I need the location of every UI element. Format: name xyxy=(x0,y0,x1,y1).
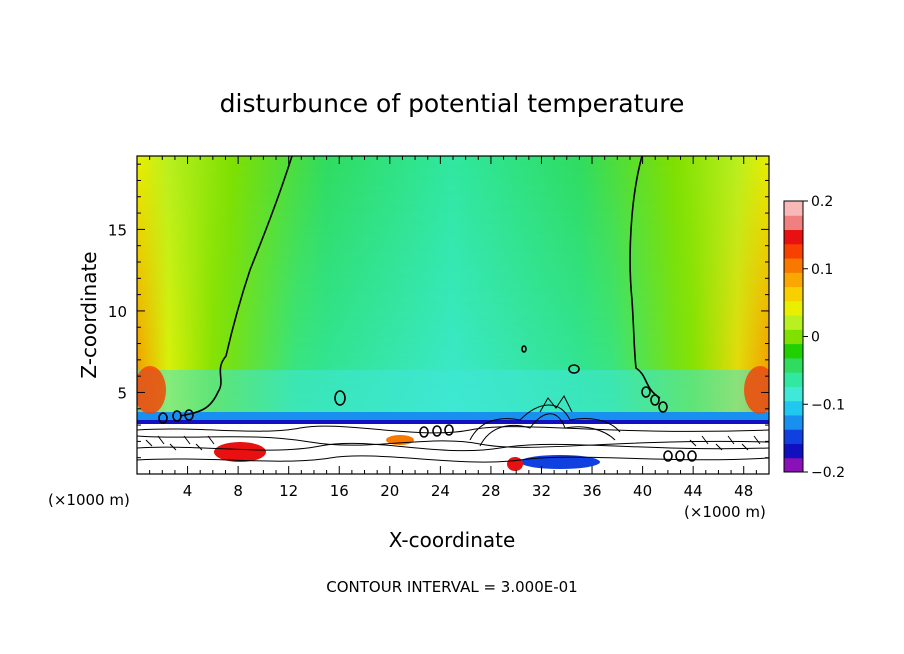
field-dark-band xyxy=(137,420,769,424)
x-tick-label: 24 xyxy=(431,482,450,500)
colorbar-swatch xyxy=(784,243,803,259)
field-hot-spot-low xyxy=(214,442,266,462)
x-tick-label: 28 xyxy=(481,482,500,500)
contour-loop xyxy=(334,390,346,406)
x-unit-left: (×1000 m) xyxy=(48,491,130,509)
contour-loop xyxy=(663,450,673,462)
x-tick-label: 32 xyxy=(532,482,551,500)
surface-contour xyxy=(539,395,573,413)
colorbar-swatch xyxy=(784,457,803,473)
contour-loop xyxy=(419,426,429,438)
x-tick-label: 8 xyxy=(233,482,243,500)
color-field xyxy=(137,156,769,474)
x-tick-label: 36 xyxy=(582,482,601,500)
zero-contour-left xyxy=(179,156,293,417)
colorbar-swatch xyxy=(784,372,803,387)
colorbar xyxy=(783,200,804,473)
contour-loop xyxy=(444,424,454,436)
zero-contour-right xyxy=(629,156,661,399)
contour-loop xyxy=(650,394,660,406)
field-warm-left xyxy=(137,366,166,414)
colorbar-swatch xyxy=(784,201,803,216)
colorbar-swatch xyxy=(784,357,803,373)
field-warm-right xyxy=(744,366,769,414)
colorbar-swatch xyxy=(784,215,803,231)
contour-loop xyxy=(521,345,527,353)
y-tick-label: 15 xyxy=(108,221,127,239)
colorbar-swatch xyxy=(784,400,803,416)
colorbar-swatch xyxy=(784,300,803,316)
colorbar-swatch xyxy=(784,286,803,302)
field-blue-band xyxy=(137,412,769,422)
contour-loop xyxy=(658,401,668,413)
surface-contour xyxy=(137,425,769,434)
y-tick-label: 5 xyxy=(117,384,127,402)
contour-loop xyxy=(641,386,651,398)
colorbar-swatch xyxy=(784,429,803,444)
surface-contour xyxy=(145,435,761,451)
colorbar-swatch xyxy=(784,315,803,330)
colorbar-swatch xyxy=(784,229,803,245)
contour-loop xyxy=(432,425,442,437)
x-tick-label: 48 xyxy=(734,482,753,500)
colorbar-swatch xyxy=(784,329,803,345)
contour-loop xyxy=(675,450,685,462)
chart-title: disturbunce of potential temperature xyxy=(220,89,685,118)
contour-loop xyxy=(158,412,168,424)
colorbar-tick-label: 0.2 xyxy=(811,194,833,210)
x-axis-label: X-coordinate xyxy=(389,528,516,552)
colorbar-swatch xyxy=(784,258,803,273)
contour-loop xyxy=(172,410,182,422)
y-axis-label: Z-coordinate xyxy=(77,251,101,378)
x-tick-label: 20 xyxy=(380,482,399,500)
surface-contour xyxy=(137,435,769,448)
contour-loop xyxy=(184,409,194,421)
contour-interval-text: CONTOUR INTERVAL = 3.000E-01 xyxy=(326,578,577,596)
colorbar-swatch xyxy=(784,414,803,430)
colorbar-tick-label: −0.1 xyxy=(811,397,845,413)
x-tick-label: 12 xyxy=(279,482,298,500)
surface-contour xyxy=(469,404,621,441)
field-hot-spot-right xyxy=(507,457,523,471)
x-tick-label: 44 xyxy=(684,482,703,500)
y-tick-label: 10 xyxy=(108,303,127,321)
surface-contour xyxy=(137,455,769,463)
colorbar-swatch xyxy=(784,443,803,459)
colorbar-tick-label: 0 xyxy=(811,330,820,346)
surface-contour xyxy=(479,413,616,447)
x-unit-right: (×1000 m) xyxy=(684,503,766,521)
colorbar-tick-label: 0.1 xyxy=(811,262,833,278)
x-tick-label: 40 xyxy=(633,482,652,500)
contour-loop xyxy=(687,450,697,462)
x-tick-label: 16 xyxy=(330,482,349,500)
colorbar-swatch xyxy=(784,343,803,359)
colorbar-swatch xyxy=(784,272,803,288)
contour-loop xyxy=(568,364,580,374)
colorbar-tick-label: −0.2 xyxy=(811,465,845,481)
x-tick-label: 4 xyxy=(183,482,193,500)
colorbar-swatch xyxy=(784,386,803,402)
surface-contour xyxy=(137,442,769,452)
